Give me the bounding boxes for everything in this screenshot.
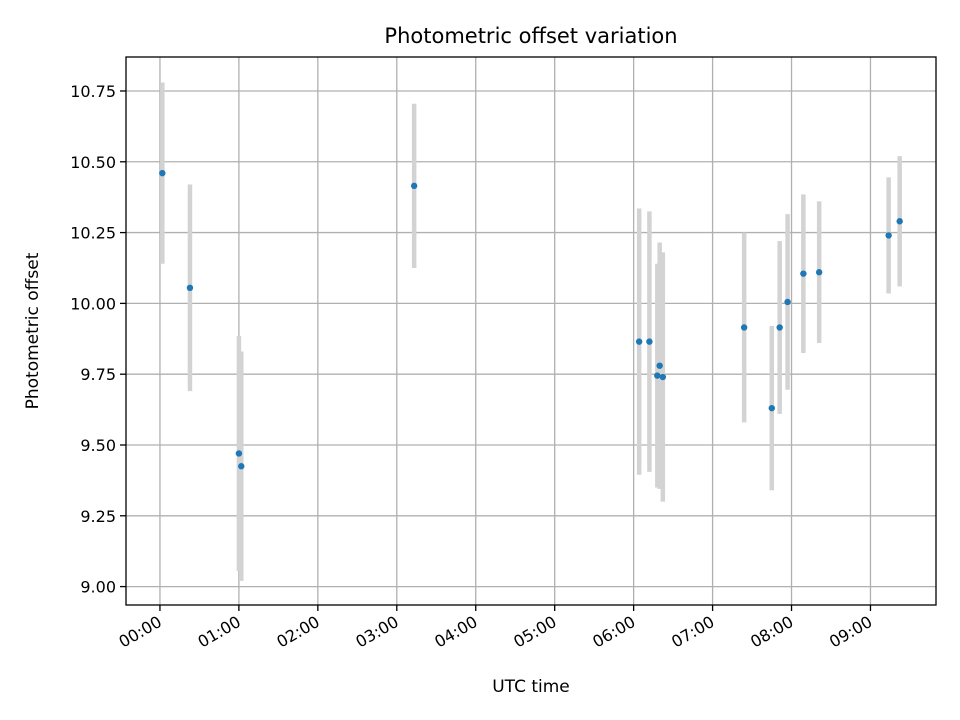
y-tick-label: 9.50 (80, 436, 116, 455)
data-points (159, 169, 903, 470)
data-point (740, 324, 748, 331)
y-tick-label: 9.00 (80, 578, 116, 597)
data-point (776, 324, 783, 331)
data-point (656, 362, 663, 369)
data-point (635, 338, 643, 345)
data-point (768, 404, 775, 412)
y-tick-label: 9.75 (80, 365, 116, 384)
data-point (896, 218, 903, 225)
data-point (800, 270, 807, 277)
data-point (654, 372, 661, 379)
chart-title: Photometric offset variation (384, 24, 677, 48)
y-axis: 9.00 9.25 9.50 9.75 10.00 10.25 10.50 10.75 (70, 82, 126, 597)
y-tick-label: 9.25 (80, 507, 116, 526)
data-point (159, 169, 166, 177)
y-tick-label: 10.00 (70, 294, 116, 313)
data-point (885, 232, 892, 239)
data-point (646, 338, 653, 345)
data-point (235, 450, 243, 457)
data-point (410, 182, 418, 190)
data-point (659, 373, 667, 381)
data-point (186, 284, 194, 292)
data-point (238, 463, 245, 470)
data-point (815, 269, 823, 276)
y-tick-label: 10.25 (70, 224, 116, 243)
y-axis-label: Photometric offset (23, 252, 43, 409)
y-tick-label: 10.75 (70, 82, 116, 101)
y-tick-label: 10.50 (70, 153, 116, 172)
x-axis-label: UTC time (492, 677, 570, 697)
plot-frame (125, 56, 937, 606)
grid (126, 57, 936, 605)
data-point (784, 298, 791, 306)
